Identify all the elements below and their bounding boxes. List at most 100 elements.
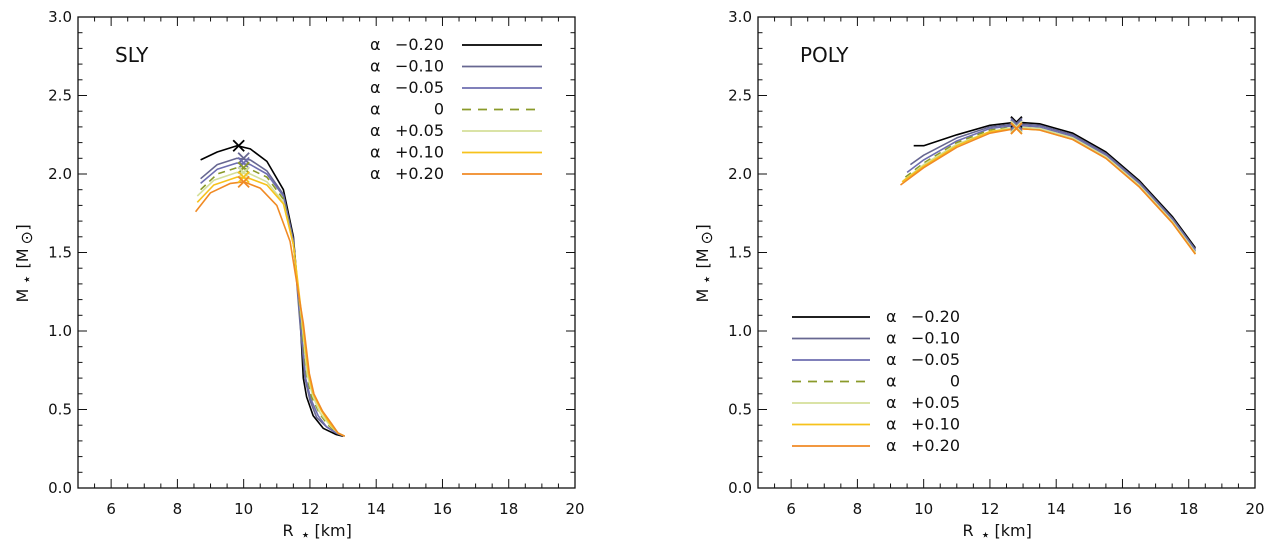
legend-alpha: α — [370, 143, 381, 162]
x-tick-label: 14 — [1047, 500, 1066, 518]
x-axis-label-sub: ⋆ — [301, 525, 311, 541]
series-line — [200, 144, 344, 437]
x-tick-label: 14 — [367, 500, 386, 518]
y-axis-unit-close: ] — [13, 224, 32, 230]
legend-alpha: α — [370, 121, 381, 140]
x-tick-label: 16 — [433, 500, 452, 518]
y-axis-unit-sub: ⊙ — [697, 231, 716, 244]
legend-alpha: α — [370, 57, 381, 76]
x-tick-label: 10 — [914, 500, 933, 518]
legend-label: +0.10 — [911, 415, 960, 434]
legend-alpha: α — [886, 307, 897, 326]
legend-label: +0.20 — [395, 164, 444, 183]
y-axis-label: M ⋆ [M ⊙] — [13, 224, 36, 302]
max-marker — [237, 171, 250, 184]
max-marker — [237, 166, 250, 179]
x-tick-label: 6 — [106, 500, 116, 518]
max-marker — [237, 156, 250, 170]
legend-label: −0.20 — [395, 35, 444, 54]
y-tick-label: 2.0 — [48, 165, 72, 183]
series-line — [906, 124, 1197, 252]
max-marker — [237, 152, 250, 165]
y-axis-unit-sub: ⊙ — [17, 231, 36, 244]
x-tick-label: 12 — [300, 500, 319, 518]
y-tick-label: 0.5 — [728, 401, 752, 419]
y-tick-label: 0.0 — [48, 479, 72, 497]
legend-label: +0.05 — [395, 121, 444, 140]
x-tick-label: 12 — [980, 500, 999, 518]
x-axis-unit: [km] — [315, 521, 352, 540]
series-line — [909, 123, 1197, 250]
x-tick-label: 8 — [173, 500, 183, 518]
legend-alpha: α — [886, 350, 897, 369]
legend-alpha: α — [886, 393, 897, 412]
x-axis-label: R — [283, 521, 294, 540]
legend-label: +0.20 — [911, 436, 960, 455]
y-axis-label-sub: ⋆ — [17, 274, 36, 284]
legend-alpha: α — [886, 415, 897, 434]
y-axis-label: M ⋆ [M ⊙] — [693, 224, 716, 302]
y-tick-label: 2.5 — [728, 87, 752, 105]
max-marker — [1010, 120, 1023, 134]
max-marker — [1010, 117, 1023, 130]
legend-label: +0.10 — [395, 143, 444, 162]
series-line — [900, 127, 1197, 255]
x-tick-label: 6 — [786, 500, 796, 518]
series-line — [200, 166, 346, 437]
x-tick-label: 18 — [499, 500, 518, 518]
y-axis-label-main: M — [693, 289, 712, 303]
legend-label: 0 — [434, 100, 444, 119]
legend-label: +0.05 — [911, 393, 960, 412]
max-marker — [1010, 122, 1023, 135]
panel-title: POLY — [800, 43, 849, 67]
x-axis-label: R — [963, 521, 974, 540]
legend-label: −0.10 — [911, 329, 960, 348]
x-tick-label: 18 — [1179, 500, 1198, 518]
series-line — [196, 171, 346, 437]
legend-alpha: α — [370, 35, 381, 54]
max-marker — [237, 161, 250, 174]
legend-alpha: α — [370, 164, 381, 183]
series-line — [196, 176, 346, 437]
plot-frame — [757, 16, 1256, 489]
y-tick-label: 1.5 — [48, 244, 72, 262]
y-tick-label: 3.0 — [48, 8, 72, 26]
x-tick-label: 10 — [234, 500, 253, 518]
legend-label: −0.10 — [395, 57, 444, 76]
y-axis-unit-close: ] — [693, 224, 712, 230]
x-tick-label: 8 — [853, 500, 863, 518]
legend-alpha: α — [886, 436, 897, 455]
x-axis-label-sub: ⋆ — [981, 525, 991, 541]
series-line — [903, 126, 1197, 253]
y-tick-label: 0.0 — [728, 479, 752, 497]
y-tick-label: 1.0 — [728, 322, 752, 340]
series-line — [200, 162, 345, 437]
legend-label: −0.05 — [911, 350, 960, 369]
legend-alpha: α — [886, 329, 897, 348]
y-axis-label-main: M — [13, 289, 32, 303]
legend-label: −0.20 — [911, 307, 960, 326]
x-axis-unit: [km] — [995, 521, 1032, 540]
series-line — [913, 121, 1197, 249]
series-line — [194, 181, 346, 437]
max-marker — [232, 139, 245, 152]
panel-title: SLY — [115, 43, 149, 67]
y-tick-label: 3.0 — [728, 8, 752, 26]
legend-label: 0 — [950, 372, 960, 391]
legend-label: −0.05 — [395, 78, 444, 97]
y-tick-label: 2.5 — [48, 87, 72, 105]
y-axis-unit-open: [M — [693, 248, 712, 268]
legend-alpha: α — [886, 372, 897, 391]
y-axis-unit-open: [M — [13, 248, 32, 268]
x-tick-label: 20 — [1245, 500, 1264, 518]
legend-alpha: α — [370, 78, 381, 97]
y-axis-label-sub: ⋆ — [697, 274, 716, 284]
x-tick-label: 20 — [565, 500, 584, 518]
y-tick-label: 1.0 — [48, 322, 72, 340]
chart-panel-poly: 6 8 10 12 14 16 18 200.00.51.01.52.02.53.0R ⋆ [km… — [693, 8, 1265, 541]
legend-alpha: α — [370, 100, 381, 119]
chart-panel-sly: 6 8 10 12 14 16 18 200.00.51.01.52.02.53.0R ⋆ [km… — [13, 8, 585, 541]
y-tick-label: 1.5 — [728, 244, 752, 262]
max-marker — [237, 175, 250, 188]
